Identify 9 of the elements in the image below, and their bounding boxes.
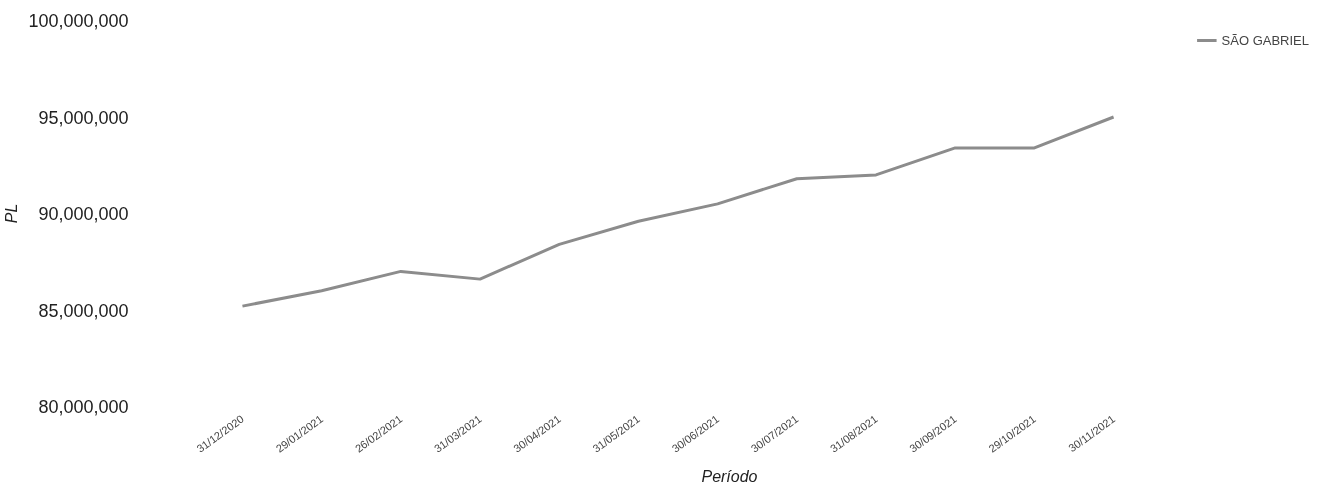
y-tick-label: 95,000,000 <box>38 107 129 128</box>
y-tick-label: 90,000,000 <box>38 204 129 224</box>
y-axis-title: PL <box>3 203 21 224</box>
y-tick-label: 85,000,000 <box>38 300 129 321</box>
line-series <box>240 115 1116 308</box>
y-tick-label: 80,000,000 <box>38 397 129 417</box>
y-tick-label: 100,000,000 <box>28 11 129 31</box>
legend-label: SÃO GABRIEL <box>1221 32 1309 48</box>
x-axis-title: Período <box>701 467 758 485</box>
